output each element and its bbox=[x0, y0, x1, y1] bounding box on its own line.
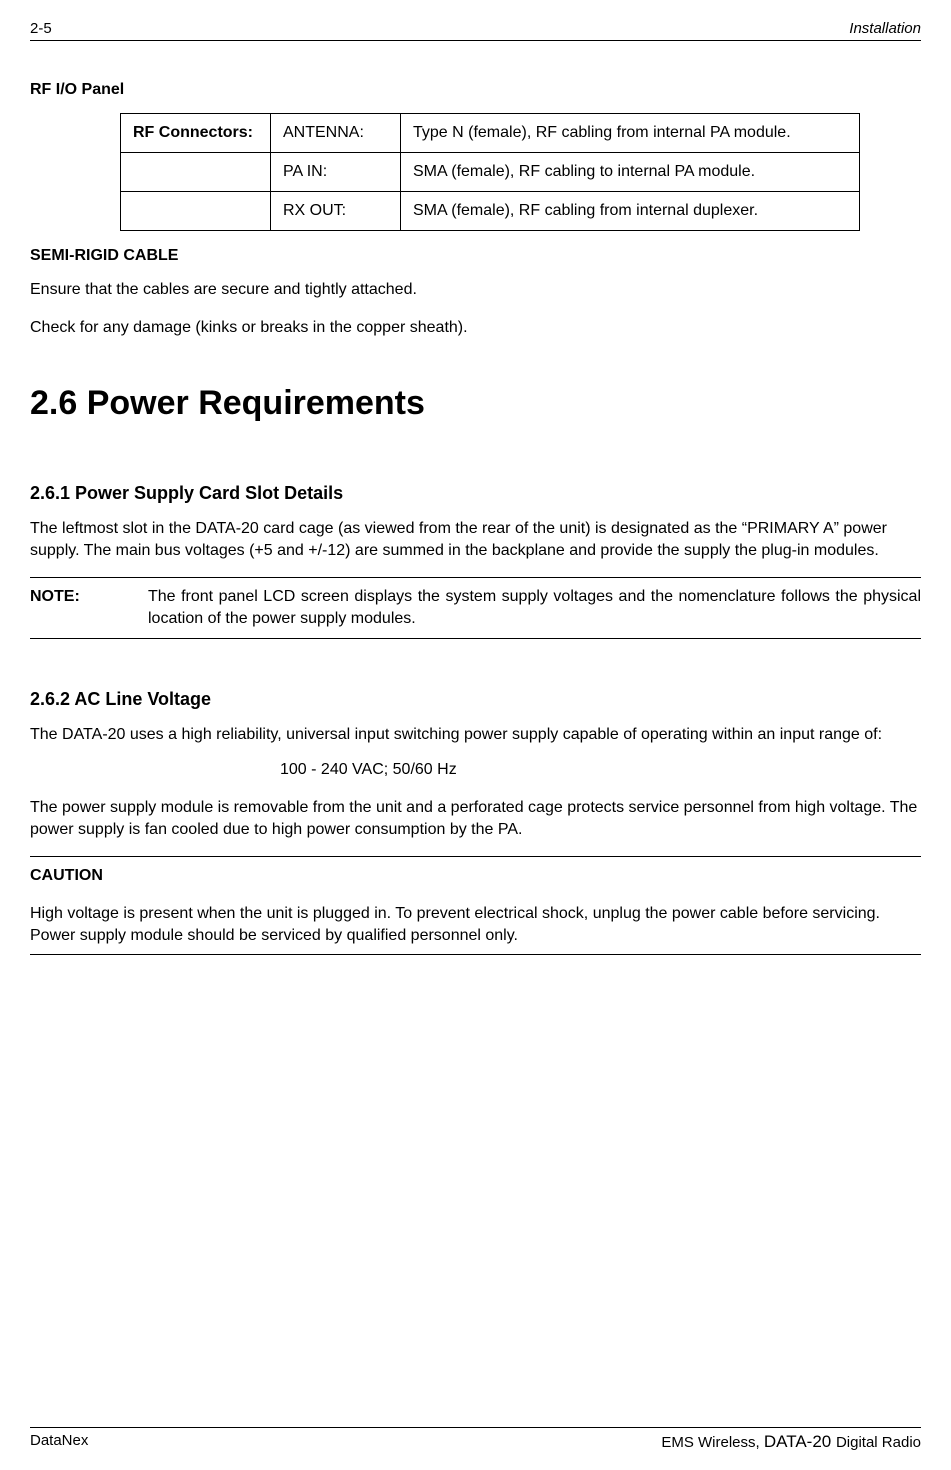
footer-right-product: DATA-20 bbox=[764, 1432, 836, 1451]
rf-connector-table: RF Connectors: ANTENNA: Type N (female),… bbox=[120, 113, 860, 231]
semi-rigid-p2: Check for any damage (kinks or breaks in… bbox=[30, 317, 921, 339]
section-2-6-title: 2.6 Power Requirements bbox=[30, 384, 921, 423]
page-footer: DataNex EMS Wireless, DATA-20 Digital Ra… bbox=[30, 1427, 921, 1452]
footer-right: EMS Wireless, DATA-20 Digital Radio bbox=[661, 1432, 921, 1452]
section-2-6-2-p2: The power supply module is removable fro… bbox=[30, 797, 921, 840]
page-header: 2-5 Installation bbox=[30, 20, 921, 41]
cell-empty bbox=[121, 153, 271, 192]
section-2-6-2-title: 2.6.2 AC Line Voltage bbox=[30, 689, 921, 710]
footer-left: DataNex bbox=[30, 1432, 88, 1452]
rf-io-panel-title: RF I/O Panel bbox=[30, 81, 921, 99]
cell-rxout-label: RX OUT: bbox=[271, 192, 401, 231]
table-row: PA IN: SMA (female), RF cabling to inter… bbox=[121, 153, 860, 192]
cell-rxout-desc: SMA (female), RF cabling from internal d… bbox=[401, 192, 860, 231]
note-text: The front panel LCD screen displays the … bbox=[148, 586, 921, 629]
header-page-number: 2-5 bbox=[30, 20, 52, 37]
cell-rf-connectors-label: RF Connectors: bbox=[121, 114, 271, 153]
cell-pain-desc: SMA (female), RF cabling to internal PA … bbox=[401, 153, 860, 192]
cell-pain-label: PA IN: bbox=[271, 153, 401, 192]
section-2-6-2-p1: The DATA-20 uses a high reliability, uni… bbox=[30, 724, 921, 746]
table-row: RF Connectors: ANTENNA: Type N (female),… bbox=[121, 114, 860, 153]
note-label: NOTE: bbox=[30, 586, 148, 629]
caution-block: CAUTION High voltage is present when the… bbox=[30, 856, 921, 955]
semi-rigid-p1: Ensure that the cables are secure and ti… bbox=[30, 279, 921, 301]
semi-rigid-title: SEMI-RIGID CABLE bbox=[30, 247, 921, 265]
cell-antenna-desc: Type N (female), RF cabling from interna… bbox=[401, 114, 860, 153]
footer-right-suffix: Digital Radio bbox=[836, 1434, 921, 1451]
caution-text: High voltage is present when the unit is… bbox=[30, 903, 921, 946]
table-row: RX OUT: SMA (female), RF cabling from in… bbox=[121, 192, 860, 231]
note-block: NOTE: The front panel LCD screen display… bbox=[30, 577, 921, 638]
cell-antenna-label: ANTENNA: bbox=[271, 114, 401, 153]
cell-empty bbox=[121, 192, 271, 231]
header-section-title: Installation bbox=[849, 20, 921, 37]
caution-label: CAUTION bbox=[30, 865, 921, 887]
section-2-6-1-title: 2.6.1 Power Supply Card Slot Details bbox=[30, 483, 921, 504]
voltage-spec: 100 - 240 VAC; 50/60 Hz bbox=[280, 761, 921, 779]
section-2-6-1-p1: The leftmost slot in the DATA-20 card ca… bbox=[30, 518, 921, 561]
footer-right-prefix: EMS Wireless, bbox=[661, 1434, 764, 1451]
